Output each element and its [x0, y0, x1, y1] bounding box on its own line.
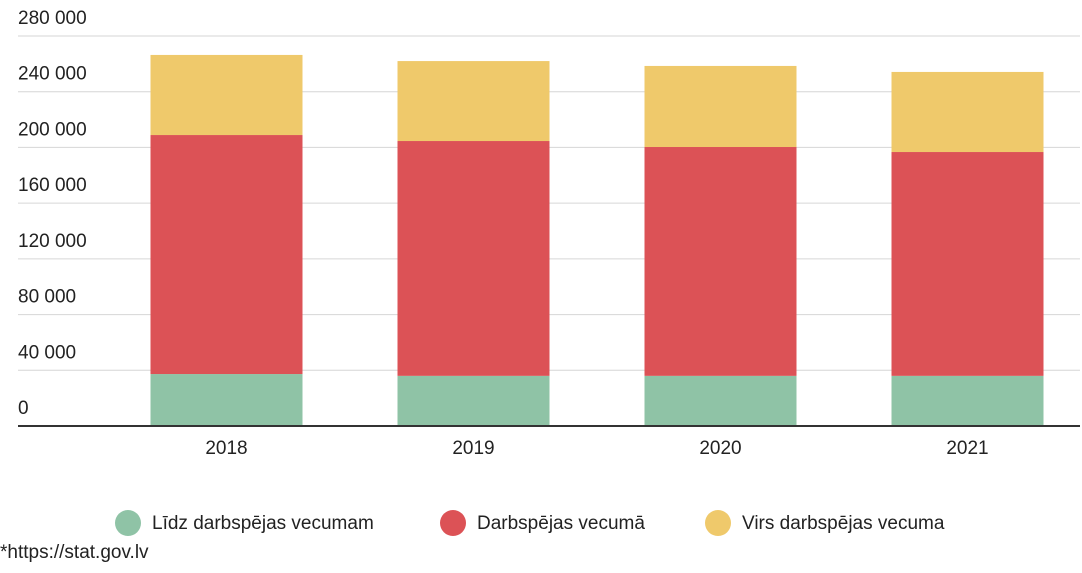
- bar-segment: [644, 375, 797, 426]
- y-tick-label: 160 000: [18, 175, 87, 196]
- y-tick-label: 40 000: [18, 342, 76, 363]
- x-tick-label: 2020: [699, 438, 741, 459]
- bar-segment: [644, 147, 797, 376]
- bar-segment: [150, 54, 303, 136]
- legend-swatch: [115, 510, 141, 536]
- bar-segment: [397, 141, 550, 376]
- legend-label: Līdz darbspējas vecumam: [152, 513, 374, 534]
- y-tick-label: 120 000: [18, 231, 87, 252]
- x-tick-label: 2018: [205, 438, 247, 459]
- y-tick-label: 0: [18, 398, 29, 419]
- bar-segment: [644, 65, 797, 148]
- y-tick-label: 280 000: [18, 8, 87, 29]
- bar-segment: [150, 374, 303, 426]
- legend-swatch: [440, 510, 466, 536]
- y-tick-label: 80 000: [18, 287, 76, 308]
- bar-segment: [397, 375, 550, 426]
- legend-swatch: [705, 510, 731, 536]
- x-tick-label: 2019: [452, 438, 494, 459]
- bar-segment: [397, 61, 550, 142]
- bar-segment: [891, 71, 1044, 153]
- y-tick-label: 240 000: [18, 64, 87, 85]
- y-tick-label: 200 000: [18, 119, 87, 140]
- source-note: *https://stat.gov.lv: [0, 542, 149, 563]
- legend-label: Darbspējas vecumā: [477, 513, 645, 534]
- bar-segment: [891, 375, 1044, 426]
- legend-label: Virs darbspējas vecuma: [742, 513, 945, 534]
- bar-segment: [891, 152, 1044, 376]
- bar-segment: [150, 135, 303, 375]
- x-tick-label: 2021: [946, 438, 988, 459]
